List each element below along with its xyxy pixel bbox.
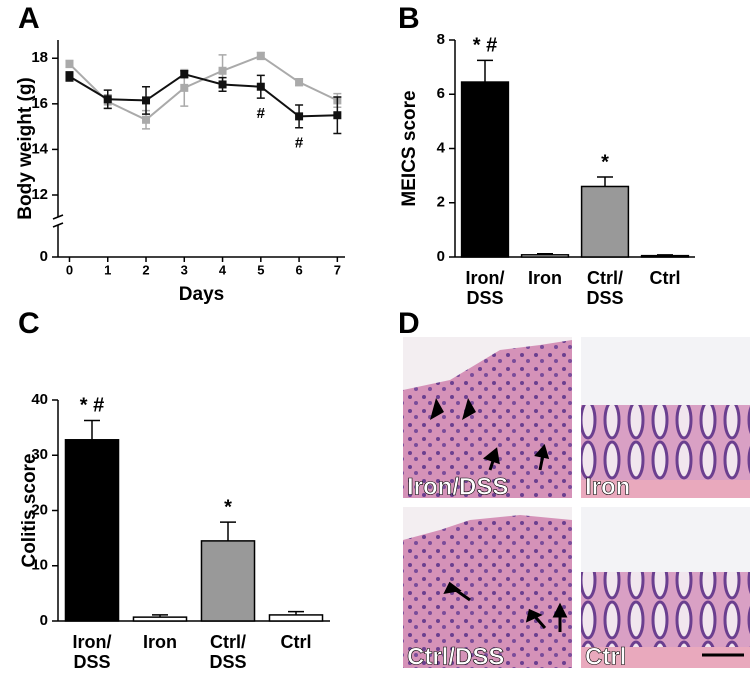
tissue — [581, 405, 750, 480]
x-tick-label: 0 — [66, 262, 73, 277]
marker — [295, 78, 304, 87]
x-tick-label: 6 — [295, 262, 302, 277]
y-tick-label: 20 — [31, 501, 48, 518]
image-label: Ctrl — [585, 643, 626, 670]
y-tick-label: 30 — [31, 446, 48, 463]
bar — [580, 185, 630, 258]
tissue — [403, 515, 572, 668]
annotation: # — [257, 105, 266, 122]
x-tick-label: Ctrl — [281, 632, 312, 652]
bar — [268, 614, 324, 622]
bar — [640, 254, 690, 258]
x-tick-label: 7 — [334, 262, 341, 277]
x-axis-label: Days — [179, 284, 224, 305]
marker — [142, 115, 151, 124]
series-line — [68, 54, 338, 121]
bar — [460, 81, 510, 258]
annotation: * — [601, 151, 609, 173]
annotation: * # — [473, 35, 497, 57]
y-tick-label: 12 — [31, 186, 48, 203]
y-tick-label: 10 — [31, 557, 48, 574]
arrow — [482, 443, 550, 471]
y-tick-label: 18 — [31, 49, 48, 66]
error-bar — [84, 419, 100, 440]
image-label: Iron — [585, 473, 630, 500]
x-tick-label: Iron/DSS — [73, 632, 112, 672]
marker — [180, 70, 189, 79]
marker — [65, 72, 74, 81]
error-bar — [477, 59, 493, 83]
series-line — [68, 73, 338, 118]
y-tick-label: 40 — [31, 391, 48, 408]
annotation: * # — [80, 395, 104, 417]
x-tick-label: 2 — [142, 262, 149, 277]
tissue — [581, 647, 750, 668]
y-tick-label: 14 — [31, 140, 48, 157]
x-tick-label: Ctrl/DSS — [209, 632, 246, 672]
x-tick-label: 3 — [181, 262, 188, 277]
y-tick-label: 0 — [40, 248, 48, 265]
x-tick-label: Ctrl — [650, 268, 681, 288]
image-label: Ctrl/DSS — [407, 643, 504, 670]
y-axis-label: Colitis score — [19, 453, 40, 567]
x-tick-label: 4 — [219, 262, 227, 277]
y-tick-label: 2 — [437, 194, 445, 211]
panel-d — [403, 337, 750, 668]
panel-label: D — [398, 307, 420, 340]
panel-label: C — [18, 307, 40, 340]
x-tick-label: Ctrl/DSS — [586, 268, 623, 308]
y-tick-label: 4 — [437, 139, 446, 156]
x-tick-label: 5 — [257, 262, 264, 277]
y-tick-label: 0 — [40, 612, 48, 629]
bar — [64, 439, 120, 622]
tissue — [403, 340, 572, 498]
panel-label: B — [398, 2, 420, 35]
x-tick-label: 1 — [104, 262, 111, 277]
marker — [333, 111, 342, 120]
arrow — [443, 581, 568, 632]
marker — [180, 83, 189, 92]
y-axis-label: Body weight (g) — [15, 77, 36, 219]
tissue — [581, 480, 750, 498]
y-axis-label: MEICS score — [399, 90, 420, 206]
axis-break — [52, 214, 64, 220]
marker — [295, 112, 304, 121]
marker — [103, 95, 112, 104]
marker — [142, 96, 151, 105]
error-bar — [597, 176, 613, 187]
bar — [520, 254, 570, 258]
y-tick-label: 6 — [437, 85, 445, 102]
x-tick-label: Iron/DSS — [466, 268, 505, 308]
arrowhead — [430, 398, 476, 420]
error-bar — [220, 521, 236, 541]
bar — [200, 540, 256, 622]
bar — [132, 616, 188, 622]
marker — [65, 59, 74, 68]
marker — [218, 80, 227, 89]
tissue — [581, 572, 750, 647]
y-tick-label: 16 — [31, 95, 48, 112]
marker — [218, 66, 227, 75]
marker — [256, 51, 265, 60]
panel-label: A — [18, 2, 40, 35]
x-tick-label: Iron — [528, 268, 562, 288]
marker — [256, 82, 265, 91]
axis-break — [52, 222, 64, 228]
y-tick-label: 8 — [437, 31, 445, 48]
x-tick-label: Iron — [143, 632, 177, 652]
y-tick-label: 0 — [437, 248, 445, 265]
annotation: * — [224, 496, 232, 518]
annotation: # — [295, 135, 304, 152]
image-label: Iron/DSS — [407, 473, 508, 500]
